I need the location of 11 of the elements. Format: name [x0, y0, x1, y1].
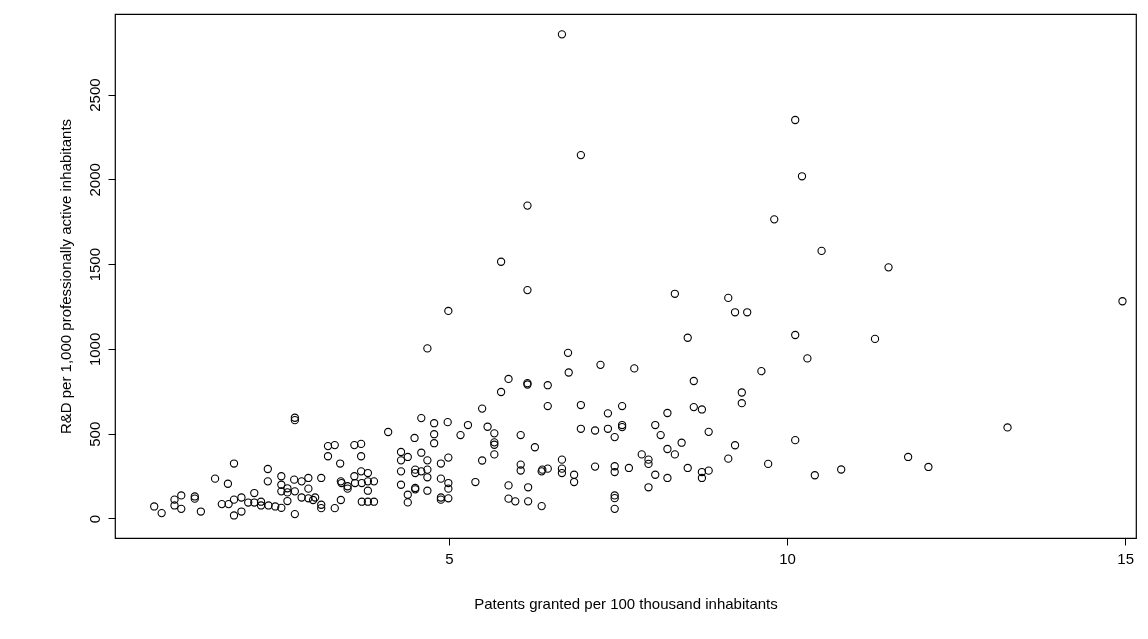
x-tick-label: 15 [1117, 549, 1135, 567]
y-axis-title: R&D per 1,000 professionally active inhabitants [56, 118, 74, 435]
y-tick-label: 2000 [85, 163, 103, 197]
y-tick-label: 2500 [85, 78, 103, 112]
y-tick-label: 1000 [85, 332, 103, 367]
x-tick-label: 5 [445, 549, 454, 567]
x-axis-title: Patents granted per 100 thousand inhabitants [474, 594, 778, 612]
x-tick-label: 10 [779, 549, 796, 567]
y-tick-label: 1500 [85, 247, 103, 282]
y-tick-label: 0 [85, 514, 103, 524]
y-tick-label: 500 [85, 421, 103, 447]
